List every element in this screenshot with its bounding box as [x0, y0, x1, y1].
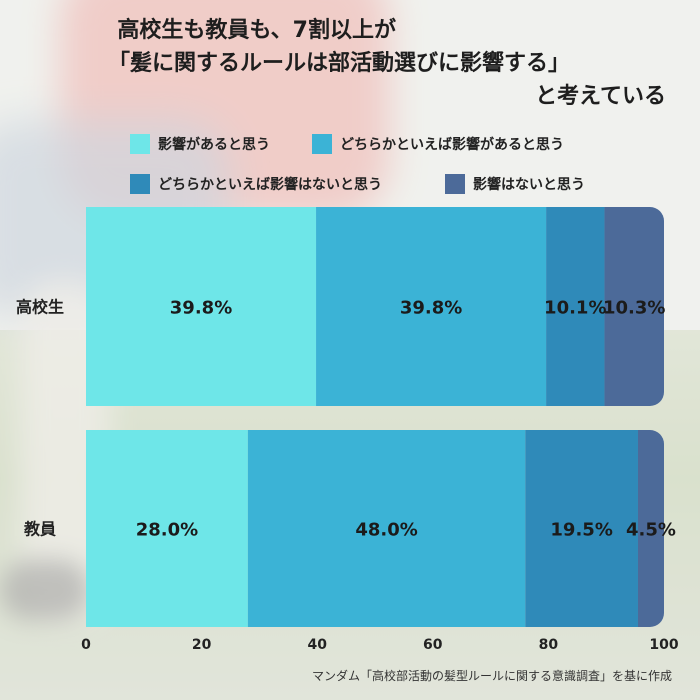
legend-label-3: どちらかといえば影響はないと思う: [158, 177, 382, 193]
data-label-1-1: 39.8%: [170, 298, 232, 319]
x-tick-label-6: 100: [649, 637, 678, 653]
bar-segment-1-3: [546, 207, 605, 406]
bar-segment-2-3: [525, 430, 638, 627]
chart-title-line3: と考えている: [535, 84, 666, 109]
legend-swatch-2: [312, 134, 332, 154]
legend-item-2: どちらかといえば影響があると思う: [312, 134, 564, 154]
category-label-2: 教員: [24, 520, 56, 539]
legend-label-4: 影響はないと思う: [473, 177, 585, 193]
bar-segment-1-4: [604, 207, 664, 406]
category-label-1: 高校生: [16, 298, 64, 317]
x-tick-label-3: 40: [307, 637, 327, 653]
bar-segment-1-1: [86, 207, 317, 406]
legend-item-4: 影響はないと思う: [445, 174, 585, 194]
chart-title-line1: 高校生も教員も、7割以上が: [117, 18, 396, 43]
bar-group-1: [86, 207, 664, 406]
data-label-1-4: 10.3%: [603, 298, 665, 319]
bar-segment-2-1: [86, 430, 248, 627]
legend-swatch-3: [130, 174, 150, 194]
legend-swatch-4: [445, 174, 465, 194]
data-label-1-3: 10.1%: [544, 298, 606, 319]
bar-segment-2-2: [247, 430, 526, 627]
legend-label-2: どちらかといえば影響があると思う: [340, 137, 564, 153]
source-note: マンダム「高校部活動の髪型ルールに関する意識調査」を基に作成: [311, 669, 672, 683]
bar-segment-1-2: [316, 207, 547, 406]
data-label-2-4: 4.5%: [626, 520, 676, 541]
x-tick-label-4: 60: [423, 637, 443, 653]
legend-label-1: 影響があると思う: [158, 137, 270, 153]
legend-item-1: 影響があると思う: [130, 134, 270, 154]
data-label-2-3: 19.5%: [550, 520, 612, 541]
bar-segment-2-4: [637, 430, 664, 627]
legend-item-3: どちらかといえば影響はないと思う: [130, 174, 382, 194]
bar-group-2: [86, 430, 664, 627]
data-label-2-2: 48.0%: [355, 520, 417, 541]
legend-swatch-1: [130, 134, 150, 154]
data-label-1-2: 39.8%: [400, 298, 462, 319]
x-tick-label-2: 20: [192, 637, 212, 653]
data-label-2-1: 28.0%: [136, 520, 198, 541]
legend: 影響があると思う どちらかといえば影響があると思う どちらかといえば影響はないと…: [0, 0, 700, 200]
chart-title-line2: 「髪に関するルールは部活動選びに影響する」: [107, 51, 570, 76]
x-tick-label-1: 0: [81, 637, 91, 653]
x-tick-label-5: 80: [539, 637, 559, 653]
